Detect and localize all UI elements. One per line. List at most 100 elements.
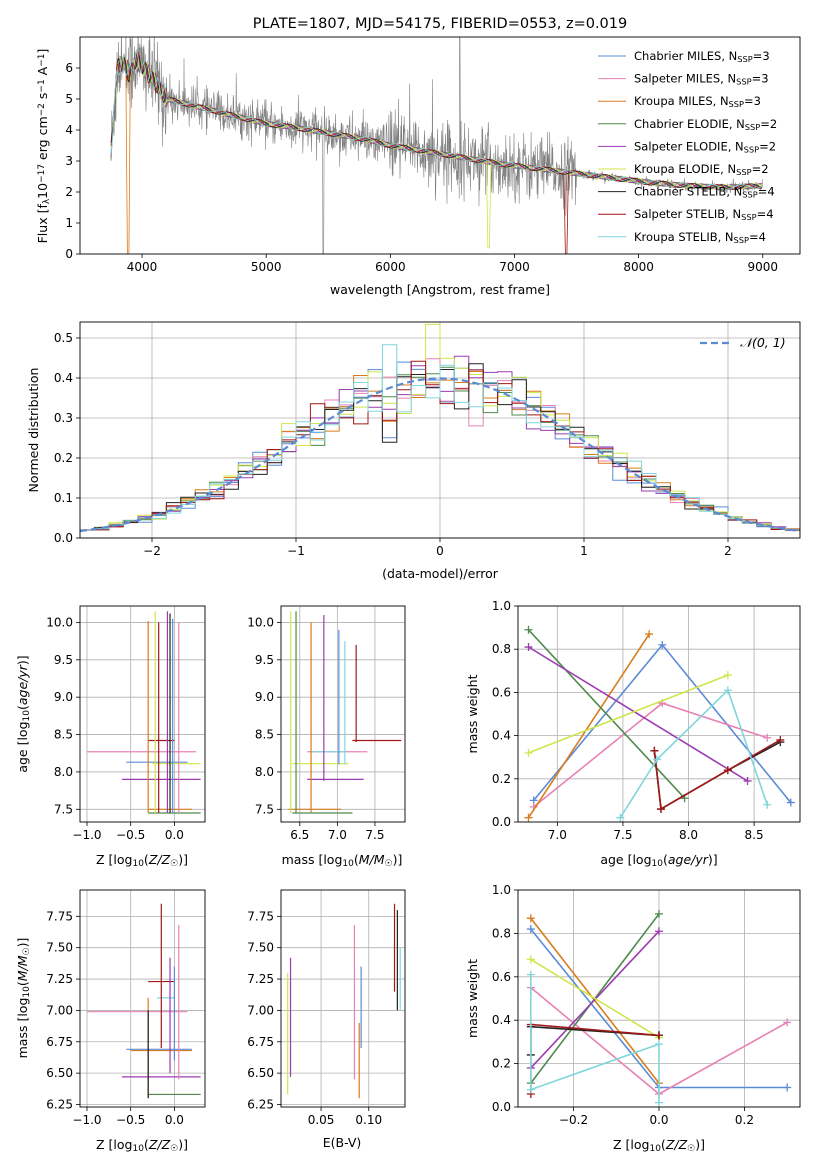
plot-area <box>524 625 795 822</box>
y-tick-label: 0.1 <box>54 491 73 505</box>
y-tick-label: 8.5 <box>54 728 73 742</box>
plot-frame <box>79 605 206 823</box>
weight-marker <box>526 914 535 923</box>
y-tick-label: 6.25 <box>247 1097 274 1111</box>
plot-area <box>288 611 402 814</box>
y-tick-label: 7.25 <box>46 972 73 986</box>
y-tick-label: 7.50 <box>247 941 274 955</box>
mass-weight-vs-age-plot: 7.0 7.5 8.0 8.5 0.0 0.2 0.4 0.6 0.8 1.0 mass weigh… <box>465 599 801 869</box>
y-tick-label: 0.2 <box>492 1057 511 1071</box>
y-tick-label: 8.0 <box>255 765 274 779</box>
y-tick-label: 8.5 <box>255 728 274 742</box>
y-tick-label: 5 <box>65 92 73 106</box>
x-tick-label: 0.0 <box>165 1113 184 1127</box>
x-axis-label: wavelength [Angstrom, rest frame] <box>330 282 550 297</box>
histogram-kroupa-stelib <box>80 344 800 533</box>
y-tick-label: 0.8 <box>492 926 511 940</box>
x-tick-label: −1.0 <box>72 1113 101 1127</box>
x-tick-label: −1 <box>287 544 305 558</box>
weight-marker <box>526 1085 535 1094</box>
y-tick-label: 0 <box>65 247 73 261</box>
y-tick-label: 6.75 <box>46 1035 73 1049</box>
x-axis-label: Z [log10(Z/Z☉)] <box>613 1137 705 1154</box>
y-axis-label: mass [log10(M/M☉)] <box>15 938 32 1059</box>
y-tick-label: 9.5 <box>54 653 73 667</box>
weight-marker <box>723 671 732 680</box>
y-tick-label: 7.00 <box>247 1003 274 1017</box>
weight-marker <box>776 735 785 744</box>
legend-entry: Kroupa ELODIE, NSSP=2 <box>634 162 769 177</box>
x-tick-label: 4000 <box>127 260 158 274</box>
x-tick-label: 7.5 <box>365 828 384 842</box>
legend-entry: Salpeter STELIB, NSSP=4 <box>634 207 774 222</box>
weight-line-salpeter-miles <box>533 702 768 808</box>
x-tick-label: 8.5 <box>745 828 764 842</box>
residuals-histogram: −2 −1 0 1 2 0.0 0.1 0.2 0.3 0.4 0.5 (data-model)/er… <box>26 321 801 581</box>
y-tick-label: 0.4 <box>492 1013 511 1027</box>
y-tick-label: 6.75 <box>247 1035 274 1049</box>
y-tick-label: 0.4 <box>492 729 511 743</box>
x-axis-label: E(B-V) <box>323 1135 362 1150</box>
y-tick-label: 0.0 <box>492 1100 511 1114</box>
mass-vs-metallicity-plot: −1.0 −0.5 0.0 6.25 6.50 6.75 7.00 7.25 7.50 7.75 Z… <box>15 889 206 1154</box>
y-tick-label: 0.0 <box>492 815 511 829</box>
y-tick-label: 7.50 <box>46 941 73 955</box>
observed-spectrum <box>110 37 764 254</box>
plot-frame <box>280 605 406 823</box>
weight-marker <box>743 776 752 785</box>
y-tick-label: 0.2 <box>492 772 511 786</box>
plot-area <box>80 323 800 534</box>
y-axis-label: age [log10(age/yr)] <box>15 655 32 772</box>
weight-line-kroupa-miles <box>527 633 650 819</box>
weight-marker <box>655 1031 663 1040</box>
y-tick-label: 0.4 <box>54 371 73 385</box>
x-tick-label: 7.0 <box>328 828 347 842</box>
y-tick-label: 0.2 <box>54 451 73 465</box>
x-tick-label: 0 <box>436 544 444 558</box>
y-tick-label: 6.50 <box>247 1066 274 1080</box>
y-tick-label: 9.0 <box>255 690 274 704</box>
y-tick-label: 8.0 <box>54 765 73 779</box>
weight-marker <box>524 643 533 652</box>
y-axis-label: mass weight <box>465 959 480 1038</box>
weight-line-kroupa-elodie <box>528 674 729 754</box>
y-tick-label: 7.25 <box>247 972 274 986</box>
y-tick-label: 0.5 <box>54 331 73 345</box>
x-tick-label: 1 <box>580 544 588 558</box>
y-tick-label: 7.00 <box>46 1003 73 1017</box>
weight-marker <box>763 733 772 742</box>
x-tick-label: 7.0 <box>548 828 567 842</box>
weight-marker <box>526 925 535 934</box>
age-vs-metallicity-plot: −1.0 −0.5 0.0 7.5 8.0 8.5 9.0 9.5 10.0 Z [log10(Z… <box>15 605 206 869</box>
x-axis-label: Z [log10(Z/Z☉)] <box>96 1137 188 1154</box>
weight-marker <box>655 927 663 936</box>
weight-marker <box>524 625 533 634</box>
weight-line-kroupa-elodie <box>530 958 660 1039</box>
weight-marker <box>653 755 662 764</box>
x-tick-label: 0.05 <box>308 1113 335 1127</box>
y-tick-label: 6 <box>65 61 73 75</box>
normal-curve <box>80 377 800 533</box>
plot-frame <box>280 889 406 1108</box>
y-tick-label: 2 <box>65 185 73 199</box>
weight-line-salpeter-stelib <box>653 739 781 811</box>
x-tick-label: −0.5 <box>116 828 145 842</box>
y-tick-label: 3 <box>65 154 73 168</box>
plot-area <box>287 903 401 1099</box>
y-tick-label: 1 <box>65 216 73 230</box>
y-tick-label: 6.50 <box>46 1066 73 1080</box>
model-spectrum-salpeter-stelib <box>110 51 763 254</box>
y-tick-label: 0.8 <box>492 642 511 656</box>
weight-marker <box>655 909 663 918</box>
model-spectrum-salpeter-elodie <box>110 54 763 190</box>
y-tick-label: 9.0 <box>54 690 73 704</box>
x-tick-label: −0.2 <box>559 1113 588 1127</box>
plot-area <box>110 37 764 254</box>
model-spectrum-chabrier-stelib <box>110 54 763 190</box>
legend-entry: Chabrier ELODIE, NSSP=2 <box>634 117 777 132</box>
x-tick-label: 8000 <box>623 260 654 274</box>
y-tick-label: 10.0 <box>46 615 73 629</box>
y-tick-label: 0.0 <box>54 531 73 545</box>
y-tick-label: 9.5 <box>255 653 274 667</box>
